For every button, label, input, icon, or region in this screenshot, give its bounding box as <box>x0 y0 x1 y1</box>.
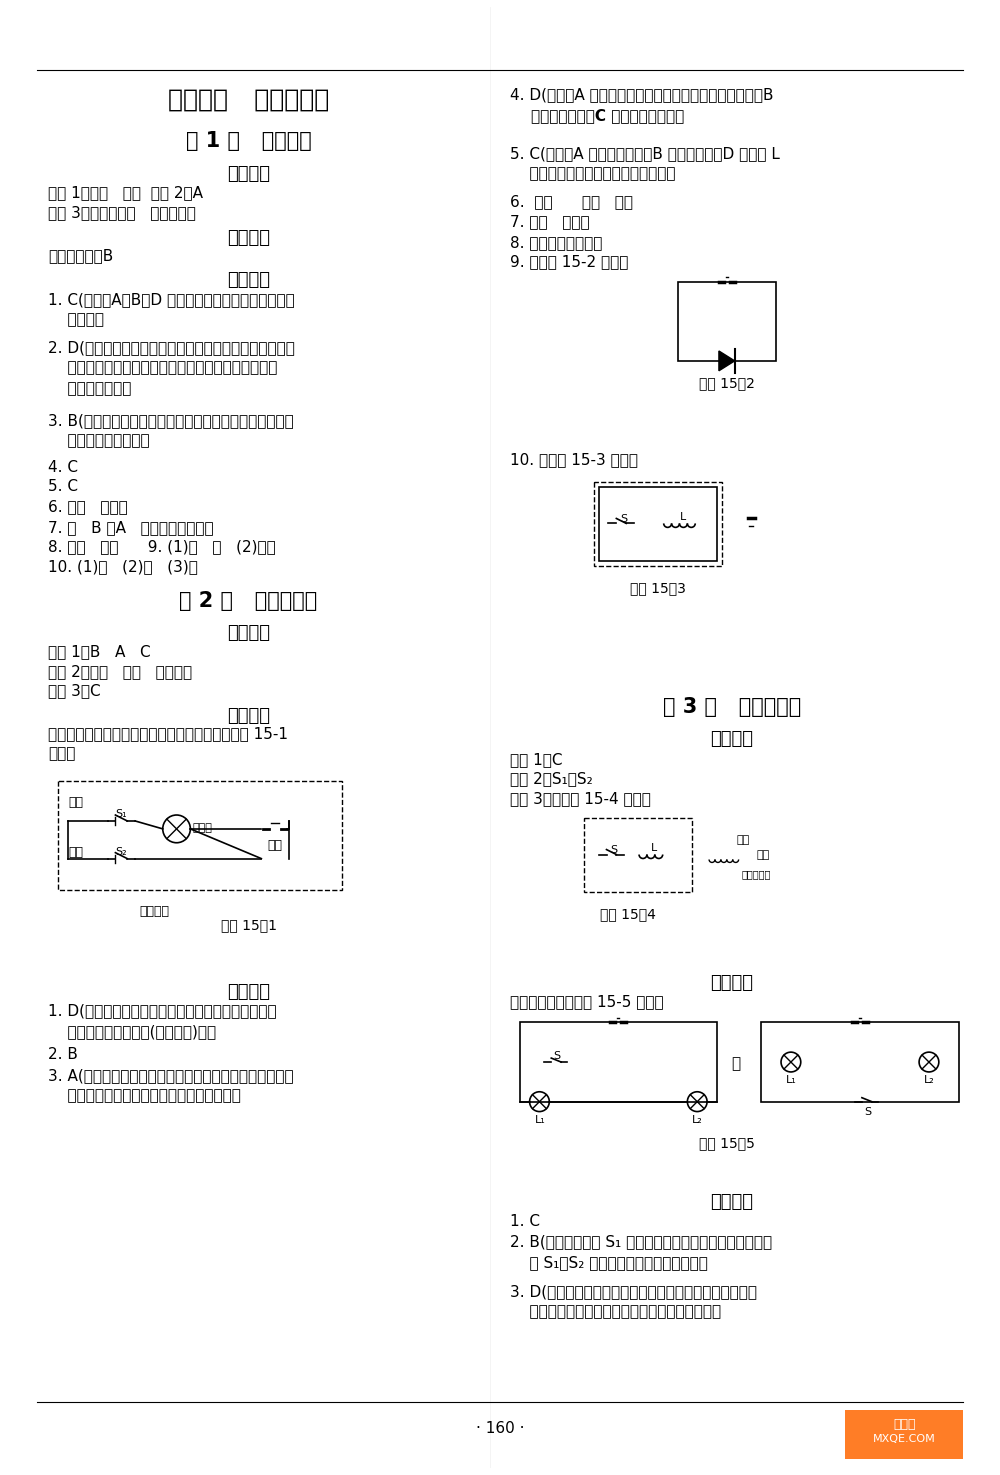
Text: 答图 15－5: 答图 15－5 <box>699 1136 755 1150</box>
Text: 【变式探究】两开关和指示灯串联，电路图如答图 15-1: 【变式探究】两开关和指示灯串联，电路图如答图 15-1 <box>48 726 288 740</box>
Text: 或: 或 <box>732 1056 741 1071</box>
Text: · 160 ·: · 160 · <box>476 1422 524 1437</box>
Text: 答图 15－1: 答图 15－1 <box>221 917 277 932</box>
Polygon shape <box>719 351 735 370</box>
Text: 【例 2】S₁、S₂: 【例 2】S₁、S₂ <box>510 771 593 786</box>
Text: 【例 2】电源   电源   闭合开关: 【例 2】电源 电源 闭合开关 <box>48 664 192 680</box>
Text: 互动探究: 互动探究 <box>710 974 753 993</box>
Text: 第 2 节   电流和电路: 第 2 节 电流和电路 <box>179 591 318 612</box>
Text: 10. 如答图 15-3 所示。: 10. 如答图 15-3 所示。 <box>510 453 638 468</box>
Text: 10. (1)正   (2)强   (3)能: 10. (1)正 (2)强 (3)能 <box>48 559 198 574</box>
Text: 7. 正   B 到A   同种电荷互相排斥: 7. 正 B 到A 同种电荷互相排斥 <box>48 519 214 535</box>
Text: L: L <box>651 842 657 853</box>
Text: 自主学习: 自主学习 <box>227 624 270 642</box>
Text: 1. C(点拨：A、B、D 三个选项所描述的现象都是摩擦: 1. C(点拨：A、B、D 三个选项所描述的现象都是摩擦 <box>48 292 295 307</box>
Text: S₁: S₁ <box>115 810 127 819</box>
Text: 起电。）: 起电。） <box>48 313 104 327</box>
Text: 8. 从玻璃棒到金属球: 8. 从玻璃棒到金属球 <box>510 235 602 249</box>
Text: 4. D(点拨：A 中灯的两端直接用导线连通，灯泡被短接；B: 4. D(点拨：A 中灯的两端直接用导线连通，灯泡被短接；B <box>510 87 773 102</box>
Text: 中没有用电器，C 中灯也被短接。）: 中没有用电器，C 中灯也被短接。） <box>510 108 684 122</box>
Text: S: S <box>553 1052 560 1061</box>
Text: 3. A(点拨：充电器给手机充电，充电器是电源；手机是用: 3. A(点拨：充电器给手机充电，充电器是电源；手机是用 <box>48 1068 294 1083</box>
Text: 6.  断路      短路   通路: 6. 断路 短路 通路 <box>510 195 633 209</box>
Text: 电铃: 电铃 <box>756 850 770 860</box>
Text: 1. D(点拨：电荷的定向移动形成电流，电荷可以是正: 1. D(点拨：电荷的定向移动形成电流，电荷可以是正 <box>48 1003 277 1018</box>
Text: 电器。它们通过连接线形成闭合的回路。）: 电器。它们通过连接线形成闭合的回路。） <box>48 1089 241 1103</box>
Text: 【例 1】带电   吸引  【例 2】A: 【例 1】带电 吸引 【例 2】A <box>48 186 203 201</box>
Text: 被短接，闭合开关后电源被短路。）: 被短接，闭合开关后电源被短路。） <box>510 167 675 181</box>
Bar <box>845 1410 963 1459</box>
Text: S₂: S₂ <box>115 847 127 857</box>
Text: 课时作业: 课时作业 <box>710 1193 753 1211</box>
Text: 了哪种电荷。）: 了哪种电荷。） <box>48 381 132 395</box>
Text: 7. 断路   不发光: 7. 断路 不发光 <box>510 214 589 230</box>
Text: 8. 同种   排斥      9. (1)弱   弱   (2)没有: 8. 同种 排斥 9. (1)弱 弱 (2)没有 <box>48 538 276 553</box>
Text: 【例 3】C: 【例 3】C <box>48 683 101 699</box>
Text: 电荷，同种电荷相互排斥而张开。并不能说明它带上: 电荷，同种电荷相互排斥而张开。并不能说明它带上 <box>48 360 278 376</box>
Text: 5. C(点拨：A 中缺少用电器，B 中缺少电源，D 中灯泡 L: 5. C(点拨：A 中缺少用电器，B 中缺少电源，D 中灯泡 L <box>510 146 780 161</box>
Text: 自主学习: 自主学习 <box>710 730 753 748</box>
Text: 火车车厢: 火车车厢 <box>140 906 170 917</box>
Text: 【例 1】B   A   C: 【例 1】B A C <box>48 645 151 659</box>
Text: 9. 如答图 15-2 所示。: 9. 如答图 15-2 所示。 <box>510 254 628 268</box>
Text: 答案圈: 答案圈 <box>893 1417 916 1431</box>
Text: L₁: L₁ <box>535 1115 545 1124</box>
Text: 课时作业: 课时作业 <box>227 982 270 1002</box>
Text: 螺旋金属管: 螺旋金属管 <box>742 869 771 879</box>
Text: L₁: L₁ <box>786 1075 797 1086</box>
Bar <box>678 282 776 361</box>
Text: 2. B(点拨：只闭合 S₁ 时灯与电铃串联，灯亮铃响；同时闭: 2. B(点拨：只闭合 S₁ 时灯与电铃串联，灯亮铃响；同时闭 <box>510 1235 772 1249</box>
Text: 荷，也可以是负电荷(包括电子)。）: 荷，也可以是负电荷(包括电子)。） <box>48 1024 216 1038</box>
Text: 互动探究: 互动探究 <box>227 229 270 246</box>
Text: 干路开关控制整个电路，支路开关控制支路。）: 干路开关控制整个电路，支路开关控制支路。） <box>510 1304 721 1320</box>
Text: 答图 15－4: 答图 15－4 <box>600 907 656 920</box>
Text: 6. 同种   绝缘体: 6. 同种 绝缘体 <box>48 500 128 515</box>
Text: 答图 15－3: 答图 15－3 <box>630 581 686 594</box>
Text: 【例 1】C: 【例 1】C <box>510 752 562 767</box>
Text: 第 3 节   串联和并联: 第 3 节 串联和并联 <box>663 696 801 717</box>
Text: MXQE.COM: MXQE.COM <box>873 1434 936 1444</box>
Text: S: S <box>864 1106 871 1117</box>
Text: 电源: 电源 <box>267 839 282 851</box>
Text: 2. B: 2. B <box>48 1047 78 1062</box>
Text: 得到电子带负电。）: 得到电子带负电。） <box>48 434 150 448</box>
Bar <box>584 817 692 892</box>
Text: S: S <box>610 845 618 854</box>
Text: L₂: L₂ <box>692 1115 703 1124</box>
Text: 【例 3】如答图 15-4 所示。: 【例 3】如答图 15-4 所示。 <box>510 792 651 807</box>
Text: 【变式探究】B: 【变式探究】B <box>48 248 114 263</box>
Text: 第十五章   电流和电路: 第十五章 电流和电路 <box>168 87 329 111</box>
Text: 2. D(点拨：验电器的金属箔张开，表明两金属箔带上同种: 2. D(点拨：验电器的金属箔张开，表明两金属箔带上同种 <box>48 341 295 355</box>
Text: 铁棒: 铁棒 <box>737 835 750 845</box>
Text: L: L <box>679 512 686 522</box>
Bar <box>761 1022 959 1102</box>
Text: 课时作业: 课时作业 <box>227 271 270 289</box>
Text: S: S <box>620 513 627 524</box>
Text: 厕所: 厕所 <box>68 845 83 858</box>
Text: 3. B(点拨：毛皮与橡胶棒摩擦时，毛皮失去电子，橡胶棒: 3. B(点拨：毛皮与橡胶棒摩擦时，毛皮失去电子，橡胶棒 <box>48 413 294 428</box>
Bar <box>520 1022 717 1102</box>
Text: 合 S₁、S₂ 电铃被短接，灯亮铃不响。）: 合 S₁、S₂ 电铃被短接，灯亮铃不响。） <box>510 1255 708 1270</box>
Text: 厕所: 厕所 <box>68 796 83 810</box>
Text: 指示灯: 指示灯 <box>192 823 212 833</box>
Text: 1. C: 1. C <box>510 1214 540 1229</box>
Text: 所示。: 所示。 <box>48 746 76 761</box>
Text: 自主学习: 自主学习 <box>227 165 270 183</box>
Bar <box>599 487 717 560</box>
Text: 5. C: 5. C <box>48 479 78 494</box>
Text: 答图 15－2: 答图 15－2 <box>699 376 755 389</box>
Text: 4. C: 4. C <box>48 460 78 475</box>
Text: L₂: L₂ <box>924 1075 935 1086</box>
Text: 互动探究: 互动探究 <box>227 707 270 724</box>
Text: 第 1 节   两种电荷: 第 1 节 两种电荷 <box>186 131 311 150</box>
Text: 3. D(点拨：并联电路中各用电器互不影响；并联电路中，: 3. D(点拨：并联电路中各用电器互不影响；并联电路中， <box>510 1283 757 1299</box>
Text: 【例 3】石墨、金属   木材、橡皮: 【例 3】石墨、金属 木材、橡皮 <box>48 205 196 221</box>
Text: 【变式探究】如答图 15-5 所示。: 【变式探究】如答图 15-5 所示。 <box>510 994 663 1010</box>
